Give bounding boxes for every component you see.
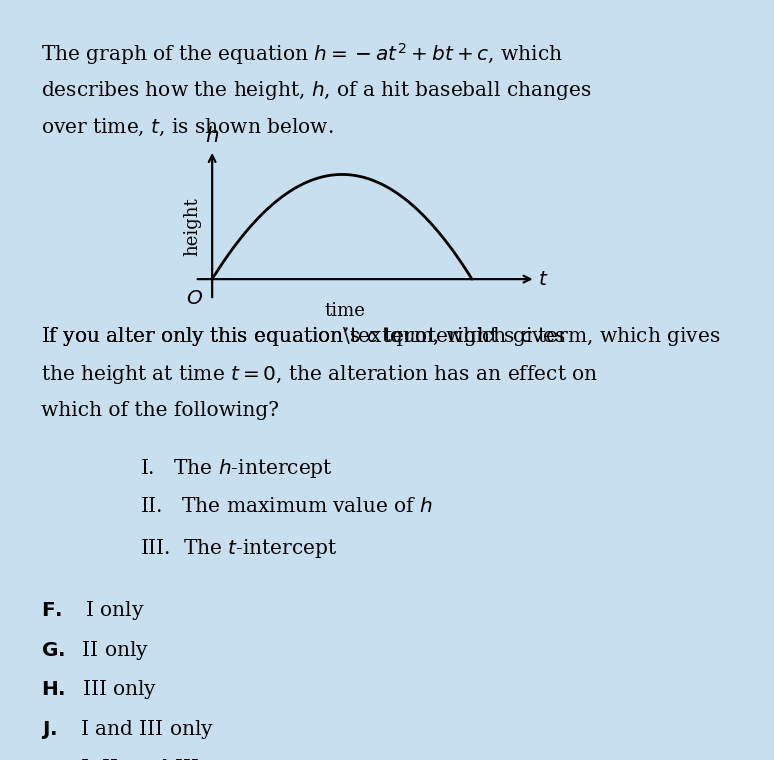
Text: If you alter only this equation’s $c$ term, which gives: If you alter only this equation’s $c$ te… (42, 325, 567, 348)
Text: $O$: $O$ (187, 289, 204, 308)
Text: The graph of the equation $h = -at^2 + bt + c$, which: The graph of the equation $h = -at^2 + b… (42, 41, 563, 67)
Text: $\mathbf{J.}$   I and III only: $\mathbf{J.}$ I and III only (42, 718, 214, 741)
Text: describes how the height, $h$, of a hit baseball changes: describes how the height, $h$, of a hit … (42, 79, 592, 102)
Text: the height at time $t = 0$, the alteration has an effect on: the height at time $t = 0$, the alterati… (42, 363, 598, 386)
Text: time: time (324, 302, 365, 320)
Text: III.  The $t$-intercept: III. The $t$-intercept (139, 537, 337, 560)
Text: $t$: $t$ (539, 270, 549, 289)
Text: $\mathbf{F.}$   I only: $\mathbf{F.}$ I only (42, 599, 146, 622)
Text: height: height (183, 198, 201, 256)
Text: $h$: $h$ (205, 125, 219, 147)
Text: II.   The maximum value of $h$: II. The maximum value of $h$ (139, 497, 433, 516)
Text: $\mathbf{G.}$  II only: $\mathbf{G.}$ II only (42, 638, 149, 661)
Text: which of the following?: which of the following? (42, 401, 279, 420)
Text: $\mathbf{H.}$  III only: $\mathbf{H.}$ III only (42, 679, 158, 701)
Text: I.   The $h$-intercept: I. The $h$-intercept (139, 458, 333, 480)
Text: $\mathbf{K.}$  I, II, and III: $\mathbf{K.}$ I, II, and III (42, 758, 200, 760)
Text: over time, $t$, is shown below.: over time, $t$, is shown below. (42, 116, 334, 138)
Text: If you alter only this equation\textquoteright s $c$ term, which gives: If you alter only this equation\textquot… (42, 325, 721, 348)
